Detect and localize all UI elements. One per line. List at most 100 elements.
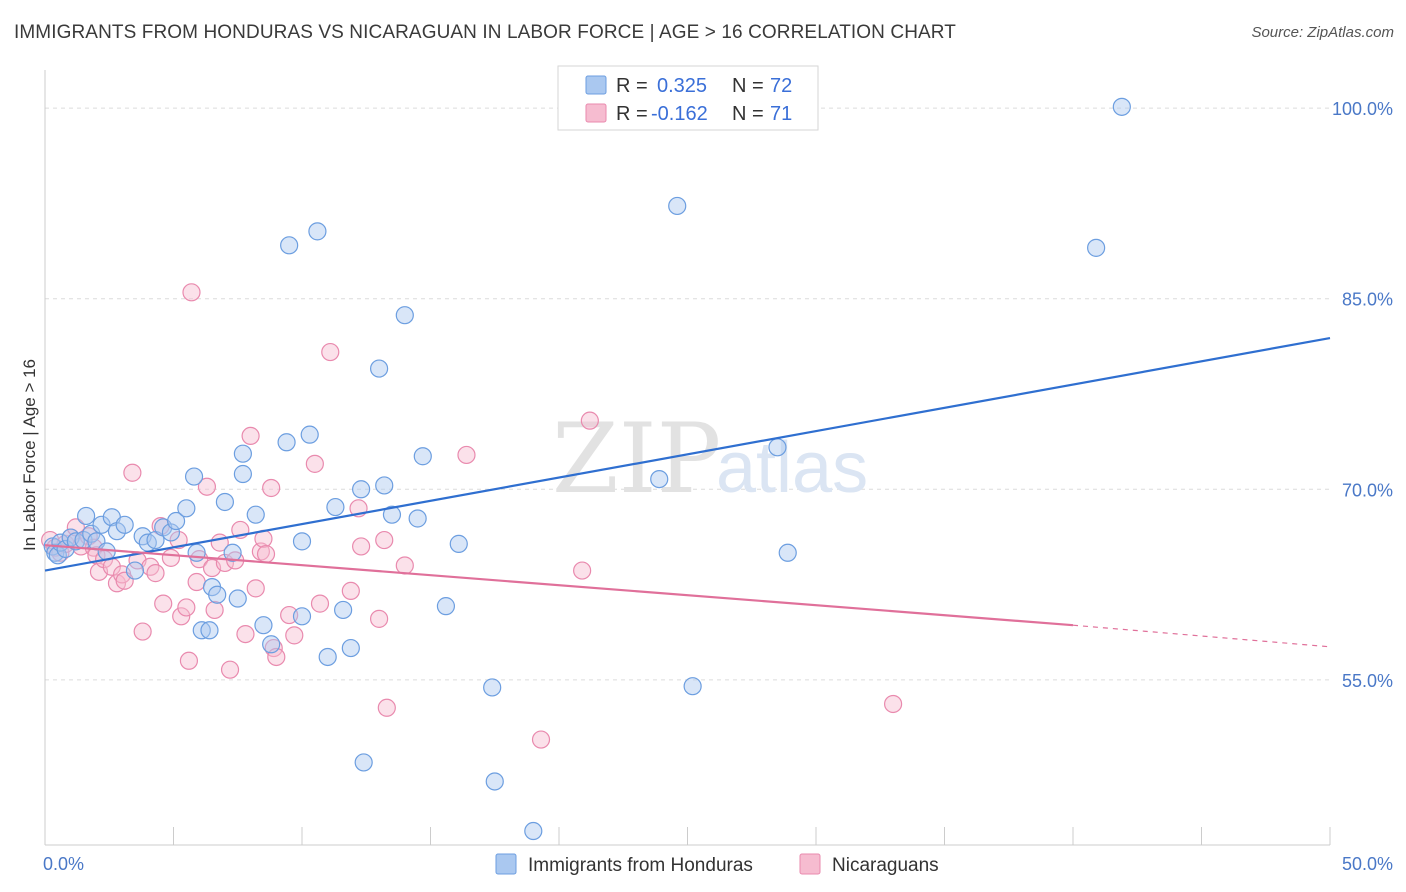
data-point-honduras — [318, 647, 337, 667]
data-point-honduras — [778, 543, 797, 562]
data-point-honduras — [524, 821, 543, 841]
data-point-honduras — [187, 543, 206, 562]
data-point-honduras — [354, 753, 373, 772]
chart-title: IMMIGRANTS FROM HONDURAS VS NICARAGUAN I… — [14, 22, 956, 43]
data-point-nicaraguans — [280, 605, 299, 625]
data-point-honduras — [115, 515, 134, 534]
series-honduras-points — [43, 97, 1131, 841]
data-point-honduras — [56, 539, 75, 559]
data-point-honduras — [223, 543, 242, 562]
legend-r-value: -0.162 — [651, 103, 708, 125]
data-point-honduras — [326, 497, 345, 517]
data-point-nicaraguans — [321, 342, 340, 362]
legend-n-label: N = — [732, 75, 764, 97]
series-legend: Immigrants from Honduras Nicaraguans — [495, 853, 939, 876]
data-point-honduras — [483, 678, 502, 697]
data-point-nicaraguans — [883, 694, 903, 714]
x-tick-label: 50.0% — [1342, 854, 1393, 874]
data-point-honduras — [413, 447, 432, 466]
data-point-honduras — [262, 635, 281, 654]
data-point-honduras — [200, 621, 219, 640]
legend-n-value: 72 — [770, 75, 792, 97]
data-point-honduras — [352, 480, 371, 499]
data-point-nicaraguans — [580, 411, 599, 430]
legend-r-label: R = — [616, 103, 648, 125]
data-point-honduras — [254, 616, 273, 635]
data-point-nicaraguans — [573, 561, 592, 580]
data-point-honduras — [228, 589, 247, 608]
legend-swatch-nicaraguans — [585, 103, 607, 123]
data-point-honduras — [300, 425, 319, 444]
data-point-honduras — [382, 505, 402, 524]
data-point-honduras — [768, 438, 787, 457]
data-point-nicaraguans — [187, 572, 206, 592]
data-point-honduras — [177, 499, 196, 518]
data-point-honduras — [46, 543, 65, 562]
data-point-honduras — [449, 534, 468, 553]
data-point-honduras — [280, 236, 299, 255]
data-point-nicaraguans — [182, 283, 201, 302]
data-point-honduras — [161, 523, 181, 542]
data-point-honduras — [683, 677, 702, 696]
data-point-honduras — [233, 464, 252, 484]
legend-swatch-nicaraguans — [799, 853, 821, 875]
trend-line-nicaraguans — [44, 544, 1074, 627]
legend-swatch-honduras — [495, 853, 517, 875]
source-label: Source: ZipAtlas.com — [1251, 24, 1394, 41]
legend-n-value: 71 — [770, 103, 792, 125]
data-point-honduras — [292, 532, 312, 551]
trend-line-honduras — [44, 336, 1331, 572]
data-point-nicaraguans — [169, 530, 188, 550]
data-point-honduras — [215, 492, 234, 512]
data-point-nicaraguans — [241, 426, 260, 446]
data-point-honduras — [77, 506, 96, 526]
data-point-honduras — [485, 772, 504, 791]
x-tick-label: 0.0% — [43, 854, 84, 874]
data-point-honduras — [66, 532, 85, 551]
data-point-honduras — [395, 306, 414, 325]
data-point-honduras — [334, 600, 353, 620]
data-point-honduras — [192, 621, 211, 640]
data-point-nicaraguans — [172, 607, 191, 626]
y-tick-label: 70.0% — [1342, 480, 1393, 500]
data-point-nicaraguans — [197, 477, 217, 496]
data-point-honduras — [184, 467, 204, 486]
data-point-nicaraguans — [531, 730, 551, 749]
data-point-nicaraguans — [179, 651, 199, 670]
data-point-honduras — [308, 222, 327, 241]
trend-lines — [44, 336, 1331, 648]
y-tick-label: 55.0% — [1342, 671, 1393, 691]
correlation-legend: R = 0.325 N = 72 R = -0.162 N = 71 — [557, 65, 819, 131]
data-point-nicaraguans — [305, 454, 324, 473]
data-point-honduras — [375, 476, 394, 495]
legend-swatch-honduras — [585, 75, 607, 95]
data-point-honduras — [1112, 97, 1131, 116]
data-point-nicaraguans — [133, 622, 152, 641]
y-tick-labels: 55.0% 70.0% 85.0% 100.0% — [1332, 99, 1393, 691]
legend-n-label: N = — [732, 103, 764, 125]
data-point-nicaraguans — [341, 581, 360, 601]
y-axis-label: In Labor Force | Age > 16 — [20, 359, 39, 551]
data-point-nicaraguans — [352, 537, 371, 556]
data-point-nicaraguans — [161, 548, 181, 567]
data-point-nicaraguans — [256, 544, 276, 564]
data-point-nicaraguans — [146, 564, 165, 583]
data-point-nicaraguans — [154, 594, 173, 613]
data-point-nicaraguans — [285, 626, 304, 645]
data-point-honduras — [341, 638, 360, 658]
y-tick-label: 85.0% — [1342, 290, 1393, 310]
watermark: ZIP atlas — [552, 403, 868, 515]
data-point-nicaraguans — [262, 478, 281, 498]
data-point-nicaraguans — [370, 609, 389, 628]
data-point-nicaraguans — [395, 556, 414, 575]
data-point-nicaraguans — [220, 660, 240, 679]
data-point-honduras — [233, 444, 252, 463]
x-tick-labels: 0.0% 50.0% — [43, 854, 1393, 874]
axes — [44, 70, 1331, 846]
data-point-honduras — [436, 597, 456, 616]
data-point-honduras — [277, 433, 296, 452]
watermark-zip: ZIP — [552, 403, 721, 515]
y-tick-label: 100.0% — [1332, 99, 1393, 119]
legend-label-nicaraguans: Nicaraguans — [832, 855, 939, 876]
